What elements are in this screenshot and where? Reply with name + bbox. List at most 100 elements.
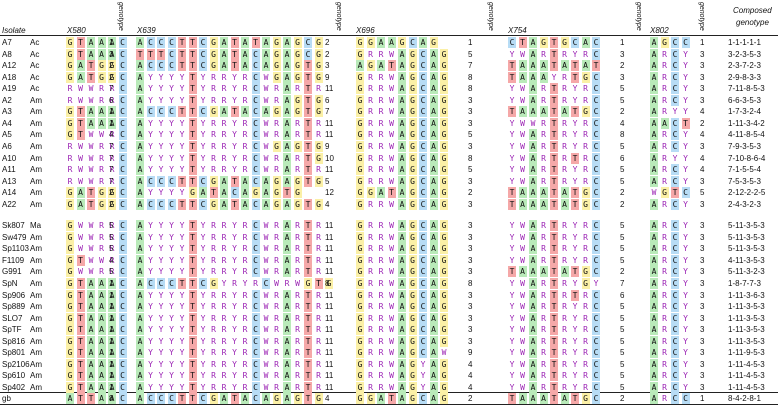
x696-genotype: 2 <box>468 188 473 198</box>
base-R: R <box>99 141 104 151</box>
base-G: G <box>66 254 74 266</box>
base-R: R <box>541 290 546 300</box>
base-A: A <box>650 266 658 278</box>
base-R: R <box>662 49 667 59</box>
base-G: G <box>440 358 448 370</box>
base-A: A <box>398 60 406 72</box>
base-R: R <box>221 221 227 231</box>
x639-genotype: 11 <box>325 255 334 265</box>
x639-genotype: 11 <box>325 302 334 312</box>
base-A: A <box>283 83 291 95</box>
x802-genotype: 3 <box>700 95 705 105</box>
base-Y: Y <box>200 244 206 254</box>
base-W: W <box>88 84 94 94</box>
base-W: W <box>389 118 394 128</box>
base-T: T <box>571 71 579 83</box>
base-A: A <box>529 83 537 95</box>
base-W: W <box>389 336 394 346</box>
base-W: W <box>389 72 394 82</box>
base-T: T <box>550 381 558 393</box>
base-A: A <box>529 48 537 60</box>
base-R: R <box>316 118 321 128</box>
base-T: T <box>671 187 679 199</box>
x639-genotype: 2 <box>325 38 330 47</box>
x639-genotype: 11 <box>325 382 334 392</box>
base-C: C <box>230 187 239 199</box>
base-R: R <box>242 325 248 335</box>
base-G: G <box>408 71 417 83</box>
base-A: A <box>241 175 249 187</box>
base-G: G <box>251 187 260 199</box>
base-Y: Y <box>179 336 185 346</box>
base-W: W <box>520 153 525 163</box>
base-Y: Y <box>169 165 174 175</box>
base-C: C <box>118 164 127 176</box>
x802-genotype: 3 <box>700 371 705 381</box>
base-C: C <box>118 231 127 243</box>
base-G: G <box>66 198 74 210</box>
base-C: C <box>681 393 690 404</box>
base-G: G <box>408 324 417 336</box>
base-R: R <box>583 141 588 151</box>
base-Y: Y <box>509 325 515 335</box>
base-C: C <box>592 152 600 164</box>
base-C: C <box>118 301 127 313</box>
base-W: W <box>263 153 269 163</box>
base-W: W <box>389 153 394 163</box>
host-group: Am <box>30 244 42 254</box>
base-T: T <box>550 152 558 164</box>
base-Y: Y <box>509 141 515 151</box>
base-Y: Y <box>148 130 153 140</box>
reference-rule-bottom <box>0 404 778 405</box>
base-G: G <box>272 140 281 152</box>
base-Y: Y <box>179 313 185 323</box>
base-A: A <box>560 60 569 72</box>
base-Y: Y <box>200 95 206 105</box>
x639-genotype: 11 <box>325 232 334 242</box>
base-R: R <box>562 290 567 300</box>
base-A: A <box>136 83 144 95</box>
base-A: A <box>136 301 144 313</box>
base-A: A <box>283 358 291 370</box>
base-T: T <box>508 71 516 83</box>
base-C: C <box>118 129 127 141</box>
base-A: A <box>283 164 291 176</box>
base-R: R <box>242 165 248 175</box>
composed-genotype: 4-11-8-5-4 <box>728 130 765 140</box>
base-R: R <box>368 72 373 82</box>
base-C: C <box>118 370 127 382</box>
base-Y: Y <box>179 267 185 277</box>
base-R: R <box>378 232 384 242</box>
isolate-name: gb <box>2 394 11 403</box>
base-A: A <box>136 231 144 243</box>
base-R: R <box>274 382 279 392</box>
base-C: C <box>671 358 679 370</box>
base-C: C <box>199 393 207 404</box>
base-G: G <box>539 37 548 48</box>
base-G: G <box>408 48 417 60</box>
base-G: G <box>272 48 281 60</box>
base-T: T <box>76 117 85 129</box>
isolate-name: A18 <box>2 72 17 82</box>
base-R: R <box>316 359 321 369</box>
base-G: G <box>356 37 364 48</box>
base-Y: Y <box>509 255 515 265</box>
base-C: C <box>157 106 165 118</box>
base-R: R <box>583 325 588 335</box>
base-R: R <box>221 371 227 381</box>
x802-genotype: 3 <box>700 382 705 392</box>
base-A: A <box>529 231 537 243</box>
base-A: A <box>97 381 106 393</box>
composed-genotype: 2-4-3-2-3 <box>728 199 761 209</box>
base-A: A <box>136 254 144 266</box>
base-C: C <box>251 289 260 301</box>
x580-genotype: 7 <box>109 84 114 94</box>
x754-genotype: 5 <box>620 176 625 186</box>
base-R: R <box>583 153 588 163</box>
base-C: C <box>592 117 600 129</box>
base-A: A <box>650 278 658 289</box>
base-R: R <box>221 130 227 140</box>
base-W: W <box>389 49 394 59</box>
base-A: A <box>108 106 116 118</box>
x580-header: X580 <box>67 26 86 35</box>
